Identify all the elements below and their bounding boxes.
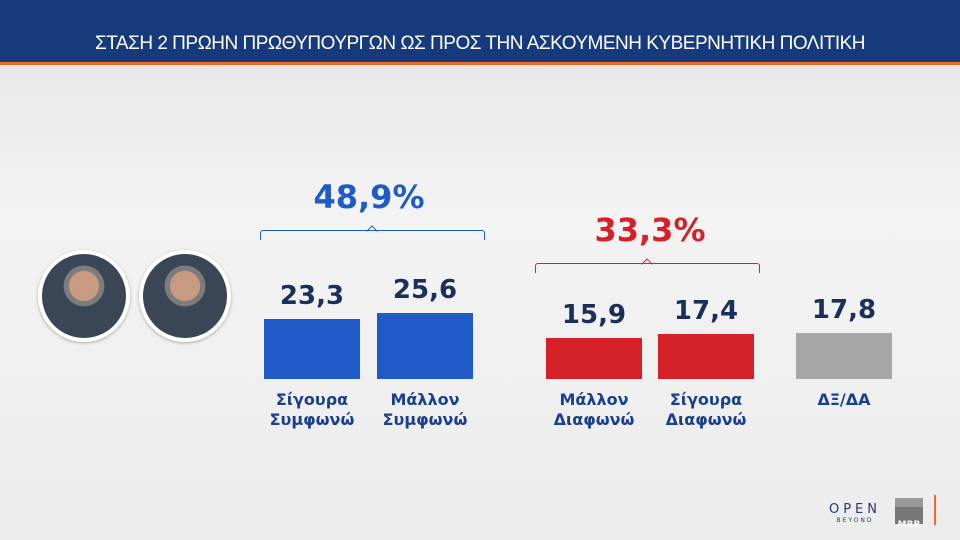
bar	[377, 312, 473, 379]
value-label: 25,6	[392, 274, 458, 305]
agree-brace	[260, 230, 485, 240]
category-label: ΔΞ/ΔΑ	[817, 390, 871, 409]
avatar-karamanlis	[38, 250, 130, 342]
agree-total: 48,9%	[313, 178, 425, 216]
bar	[546, 337, 642, 379]
bar	[264, 318, 360, 379]
category-label: Μάλλον Συμφωνώ	[382, 390, 468, 429]
bar	[658, 334, 754, 379]
header-stripe	[0, 62, 960, 65]
category-label: Μάλλον Διαφωνώ	[553, 390, 635, 429]
disagree-total: 33,3%	[594, 211, 706, 249]
header-bar	[0, 0, 960, 62]
bar	[796, 333, 892, 379]
category-label: Σίγουρα Συμφωνώ	[269, 390, 355, 429]
disagree-brace	[535, 263, 760, 273]
category-label: Σίγουρα Διαφωνώ	[665, 390, 747, 429]
value-label: 17,4	[673, 296, 739, 327]
page-title: ΣΤΑΣΗ 2 ΠΡΩΗΝ ΠΡΩΘΥΠΟΥΡΓΩΝ ΩΣ ΠΡΟΣ ΤΗΝ Α…	[94, 33, 866, 54]
mrb-logo: MRB	[895, 498, 923, 530]
value-label: 23,3	[279, 280, 345, 311]
avatar-samaras	[139, 250, 231, 342]
logo-divider	[934, 495, 936, 525]
value-label: 17,8	[811, 295, 877, 326]
value-label: 15,9	[561, 299, 627, 330]
open-logo: OPEN BEYOND	[828, 502, 881, 524]
